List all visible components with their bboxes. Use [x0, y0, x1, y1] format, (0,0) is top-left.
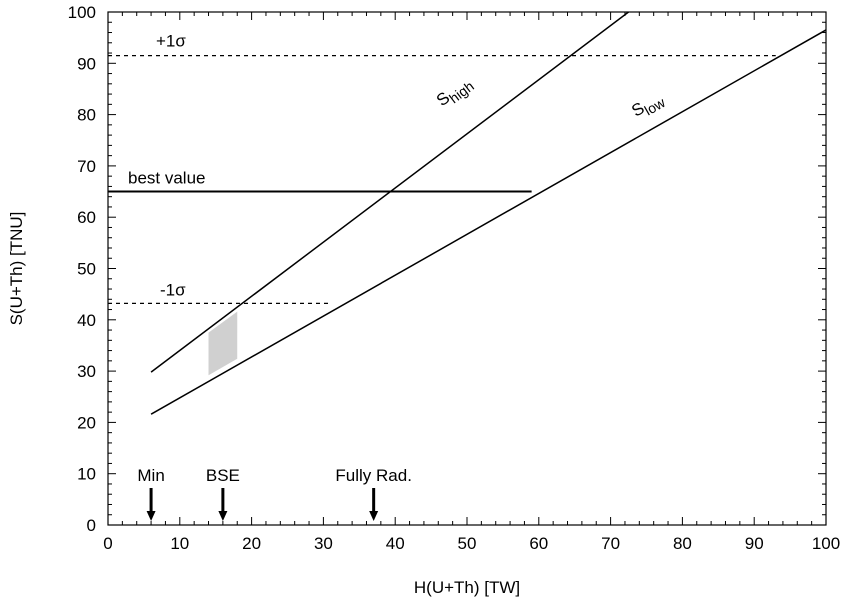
y-tick-label: 0	[87, 516, 96, 535]
y-tick-label: 40	[77, 311, 96, 330]
arrows-layer	[146, 488, 379, 521]
series-label-s-low: Slow	[628, 88, 668, 124]
x-tick-label: 100	[812, 534, 840, 553]
y-tick-label: 90	[77, 54, 96, 73]
y-tick-label: 20	[77, 413, 96, 432]
text-layer: H(U+Th) [TW] S(U+Th) [TNU] +1σ best value…	[7, 3, 840, 597]
y-tick-label: 80	[77, 106, 96, 125]
reference-lines-layer	[108, 55, 776, 304]
arrow-head-bse	[218, 511, 228, 521]
x-tick-label: 80	[673, 534, 692, 553]
ticks-layer	[107, 11, 827, 526]
x-tick-label: 60	[529, 534, 548, 553]
arrow-head-fully-rad	[369, 511, 379, 521]
x-tick-label: 0	[103, 534, 112, 553]
y-tick-label: 60	[77, 208, 96, 227]
y-tick-label: 10	[77, 465, 96, 484]
shade-layer	[208, 311, 238, 376]
shaded-region	[208, 311, 238, 376]
x-tick-label: 50	[458, 534, 477, 553]
arrow-label-min: Min	[137, 466, 164, 485]
x-tick-label: 40	[386, 534, 405, 553]
reference-label-best-value: best value	[128, 169, 206, 188]
x-tick-label: 10	[170, 534, 189, 553]
y-tick-label: 30	[77, 362, 96, 381]
x-tick-label: 90	[745, 534, 764, 553]
x-tick-label: 70	[601, 534, 620, 553]
reference-label-plus-1-sigma: +1σ	[156, 32, 186, 51]
arrow-label-fully-rad: Fully Rad.	[335, 466, 412, 485]
reference-label-minus-1-sigma: -1σ	[160, 280, 186, 299]
y-tick-label: 50	[77, 260, 96, 279]
y-tick-label: 100	[68, 3, 96, 22]
series-label-s-high: Shigh	[433, 72, 477, 113]
x-tick-label: 30	[314, 534, 333, 553]
x-axis-label: H(U+Th) [TW]	[414, 578, 520, 597]
arrow-label-bse: BSE	[206, 466, 240, 485]
x-tick-label: 20	[242, 534, 261, 553]
series-line-s-low	[150, 29, 826, 415]
y-tick-label: 70	[77, 157, 96, 176]
arrow-head-min	[146, 511, 156, 521]
series-line-s-high	[150, 12, 630, 373]
series-layer	[150, 12, 826, 415]
y-axis-label: S(U+Th) [TNU]	[7, 212, 26, 326]
